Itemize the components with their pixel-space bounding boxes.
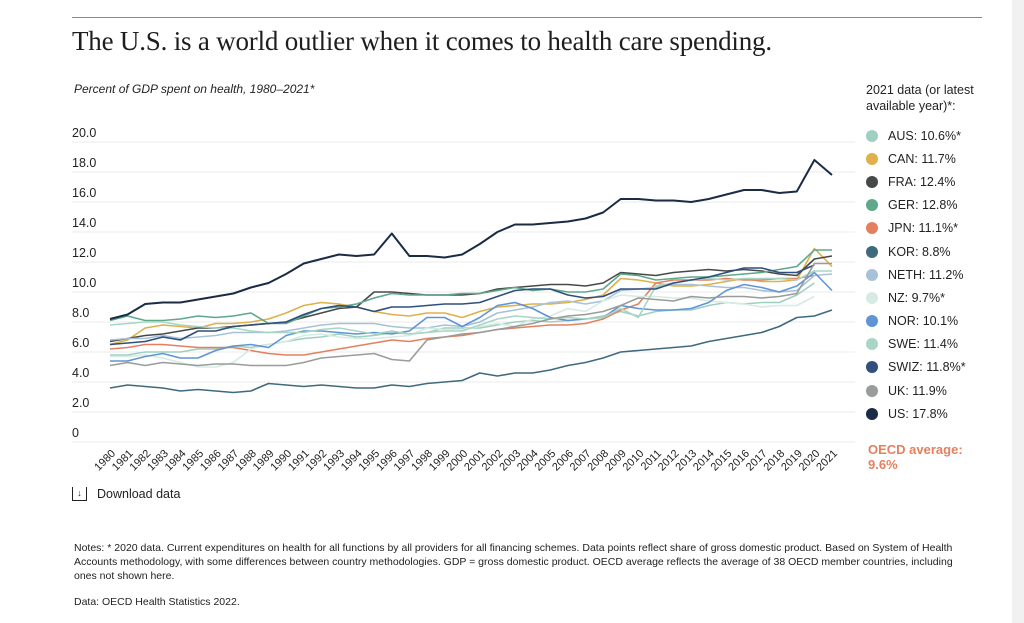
legend-item: NETH: 11.2% [866, 263, 1006, 286]
legend-label: KOR: 8.8% [888, 244, 951, 259]
legend-label: NOR: 10.1% [888, 314, 959, 329]
y-tick-label: 18.0 [72, 156, 96, 170]
data-source: Data: OECD Health Statistics 2022. [74, 596, 240, 608]
series-lines [109, 159, 833, 394]
legend-item: KOR: 8.8% [866, 240, 1006, 263]
legend-item: NZ: 9.7%* [866, 286, 1006, 309]
download-data-label: Download data [97, 487, 181, 501]
legend-item: JPN: 11.1%* [866, 217, 1006, 240]
series-line-can [109, 247, 833, 346]
x-axis-ticks: 1980198119821983198419851986198719881989… [92, 448, 840, 474]
legend-label: NETH: 11.2% [888, 267, 964, 282]
chart-notes: Notes: * 2020 data. Current expenditures… [74, 542, 953, 582]
legend-label: SWIZ: 11.8%* [888, 360, 966, 375]
y-tick-label: 10.0 [72, 276, 96, 290]
legend-item: FRA: 12.4% [866, 170, 1006, 193]
legend-title: 2021 data (or latest available year)*: [866, 83, 974, 113]
oecd-average-value: 9.6% [868, 457, 898, 472]
legend-label: NZ: 9.7%* [888, 290, 945, 305]
y-tick-label: 12.0 [72, 246, 96, 260]
download-data-button[interactable]: ↓ Download data [72, 487, 180, 501]
y-tick-label: 16.0 [72, 186, 96, 200]
legend-swatch-icon [866, 199, 878, 212]
series-line-kor [109, 309, 833, 394]
y-tick-label: 0 [72, 426, 79, 440]
download-icon: ↓ [72, 487, 87, 501]
legend-item: AUS: 10.6%* [866, 124, 1006, 147]
legend-swatch-icon [866, 129, 878, 142]
series-line-uk [109, 262, 832, 367]
legend-item: US: 17.8% [866, 402, 1006, 425]
y-tick-label: 4.0 [72, 366, 89, 380]
top-divider [72, 17, 982, 18]
legend-swatch-icon [866, 315, 878, 328]
legend-swatch-icon [866, 245, 878, 258]
series-line-jpn [109, 274, 815, 356]
legend-item: UK: 11.9% [866, 379, 1006, 402]
legend-label: UK: 11.9% [888, 383, 947, 398]
legend-swatch-icon [866, 175, 878, 188]
legend-swatch-icon [866, 338, 878, 351]
legend-item: SWE: 11.4% [866, 333, 1006, 356]
chart-subtitle: Percent of GDP spent on health, 1980–202… [74, 82, 315, 96]
legend-swatch-icon [866, 384, 878, 397]
legend-label: JPN: 11.1%* [888, 221, 958, 236]
x-tick-label: 2021 [814, 448, 840, 474]
line-chart: 0 2.0 4.0 6.0 8.0 10.0 12.0 14.0 16.0 18.0 20.0 19… [72, 126, 855, 474]
legend-item: SWIZ: 11.8%* [866, 356, 1006, 379]
legend-label: CAN: 11.7% [888, 151, 956, 166]
y-tick-label: 6.0 [72, 336, 89, 350]
legend-item: CAN: 11.7% [866, 147, 1006, 170]
y-tick-label: 2.0 [72, 396, 89, 410]
legend-swatch-icon [866, 222, 878, 235]
legend: 2021 data (or latest available year)*: A… [866, 82, 1006, 425]
series-line-neth [109, 273, 833, 341]
y-tick-label: 20.0 [72, 126, 96, 140]
series-line-swiz [109, 264, 815, 346]
legend-item: NOR: 10.1% [866, 310, 1006, 333]
legend-swatch-icon [866, 152, 878, 165]
page-title: The U.S. is a world outlier when it come… [72, 26, 772, 56]
page-side-strip [1012, 0, 1024, 623]
legend-label: GER: 12.8% [888, 198, 958, 213]
y-axis-ticks: 0 2.0 4.0 6.0 8.0 10.0 12.0 14.0 16.0 18.0 20.0 [72, 126, 96, 440]
series-line-nor [110, 271, 833, 362]
legend-swatch-icon [866, 291, 878, 304]
y-tick-label: 8.0 [72, 306, 89, 320]
legend-label: AUS: 10.6%* [888, 128, 961, 143]
y-tick-label: 14.0 [72, 216, 96, 230]
legend-swatch-icon [866, 268, 878, 281]
legend-label: SWE: 11.4% [888, 337, 958, 352]
legend-label: US: 17.8% [888, 406, 948, 421]
oecd-average: OECD average: 9.6% [868, 442, 963, 472]
legend-label: FRA: 12.4% [888, 174, 956, 189]
series-line-us [109, 159, 833, 320]
oecd-average-label: OECD average: [868, 442, 963, 457]
legend-item: GER: 12.8% [866, 194, 1006, 217]
legend-swatch-icon [866, 361, 878, 374]
legend-swatch-icon [866, 407, 878, 420]
grid-lines [72, 141, 855, 443]
